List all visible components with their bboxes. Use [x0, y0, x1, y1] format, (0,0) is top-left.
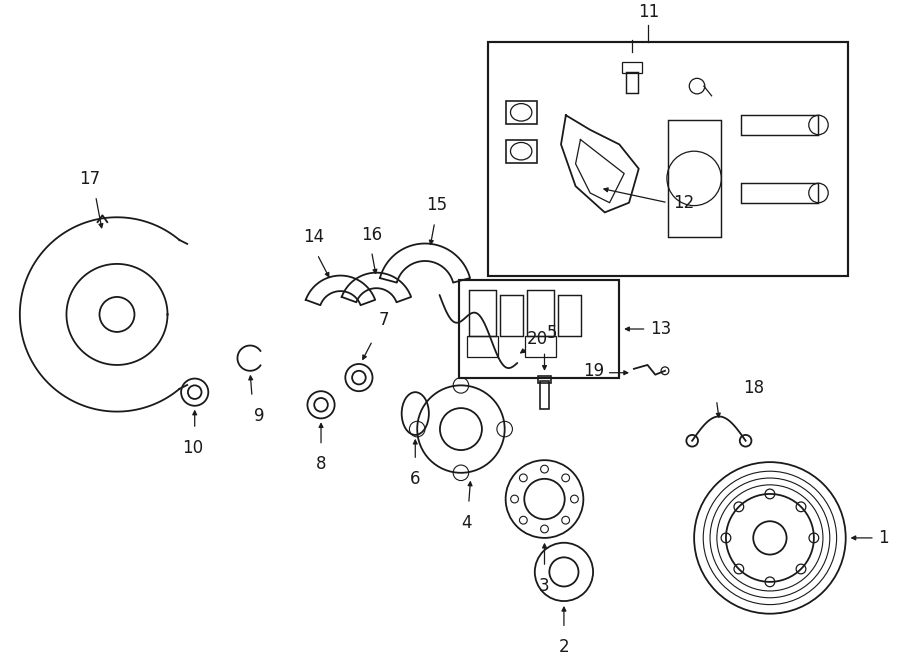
- Bar: [500, 295, 523, 336]
- Text: 6: 6: [410, 470, 420, 488]
- Text: 13: 13: [651, 320, 671, 338]
- Bar: [467, 336, 498, 356]
- Bar: [741, 115, 818, 135]
- Text: 1: 1: [878, 529, 888, 547]
- Text: 18: 18: [742, 379, 764, 397]
- Bar: [469, 290, 496, 336]
- Bar: [741, 183, 818, 203]
- Text: 4: 4: [462, 514, 472, 531]
- Bar: [668, 120, 721, 237]
- Bar: [459, 280, 619, 377]
- Bar: [506, 139, 536, 163]
- Text: 20: 20: [527, 330, 548, 348]
- Text: 9: 9: [254, 407, 265, 425]
- Bar: [537, 375, 552, 383]
- Bar: [626, 71, 638, 93]
- Bar: [488, 42, 848, 276]
- Text: 16: 16: [361, 225, 382, 243]
- Bar: [622, 62, 642, 73]
- Text: 3: 3: [539, 577, 550, 595]
- Text: 8: 8: [316, 455, 327, 473]
- Bar: [525, 336, 556, 356]
- Text: 19: 19: [583, 362, 605, 380]
- Bar: [540, 381, 549, 408]
- Text: 15: 15: [426, 196, 447, 214]
- Bar: [506, 100, 536, 124]
- Bar: [527, 290, 554, 336]
- Text: 12: 12: [673, 194, 694, 212]
- Text: 7: 7: [378, 311, 389, 329]
- Text: 11: 11: [638, 3, 659, 21]
- Text: 17: 17: [79, 170, 100, 188]
- Text: 10: 10: [182, 439, 203, 457]
- Text: 14: 14: [302, 229, 324, 247]
- Text: 5: 5: [546, 324, 557, 342]
- Text: 2: 2: [559, 638, 569, 656]
- Bar: [558, 295, 581, 336]
